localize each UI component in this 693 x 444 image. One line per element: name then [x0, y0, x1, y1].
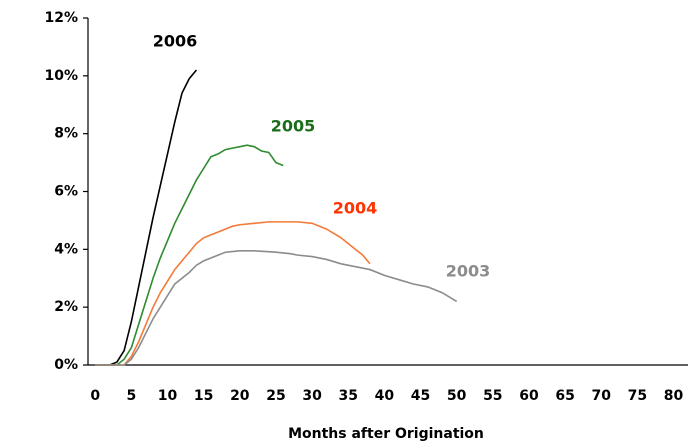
x-tick-label: 60	[519, 388, 539, 404]
x-tick-label: 45	[411, 388, 430, 404]
x-tick-label: 30	[302, 388, 322, 404]
series-label: 2006	[153, 32, 198, 51]
line	[95, 69, 198, 366]
x-tick-label: 55	[483, 388, 502, 404]
x-tick-label: 80	[664, 388, 684, 404]
x-tick-label: 75	[628, 388, 647, 404]
x-tick-label: 10	[158, 388, 178, 404]
x-tick-label: 5	[126, 388, 136, 404]
x-tick-label: 25	[266, 388, 285, 404]
line	[95, 144, 284, 366]
x-tick-label: 70	[592, 388, 612, 404]
y-tick-label: 8%	[54, 126, 78, 142]
x-tick-label: 40	[375, 388, 395, 404]
line	[95, 249, 458, 366]
series-label: 2005	[271, 117, 316, 136]
x-tick-label: 50	[447, 388, 467, 404]
series-label: 2004	[333, 199, 378, 218]
x-tick-label: 20	[230, 388, 250, 404]
series-label: 2003	[446, 262, 491, 281]
x-tick-label: 0	[90, 388, 100, 404]
x-tick-label: 15	[194, 388, 213, 404]
x-tick-label: 35	[338, 388, 357, 404]
y-tick-label: 12%	[44, 10, 78, 26]
x-axis-title: Months after Origination	[288, 426, 484, 442]
y-tick-label: 0%	[54, 357, 78, 373]
line	[95, 221, 371, 366]
x-tick-label: 65	[555, 388, 574, 404]
y-tick-label: 6%	[54, 184, 78, 200]
y-tick-label: 4%	[54, 241, 78, 257]
y-tick-label: 10%	[44, 68, 78, 84]
y-tick-label: 2%	[54, 299, 78, 315]
